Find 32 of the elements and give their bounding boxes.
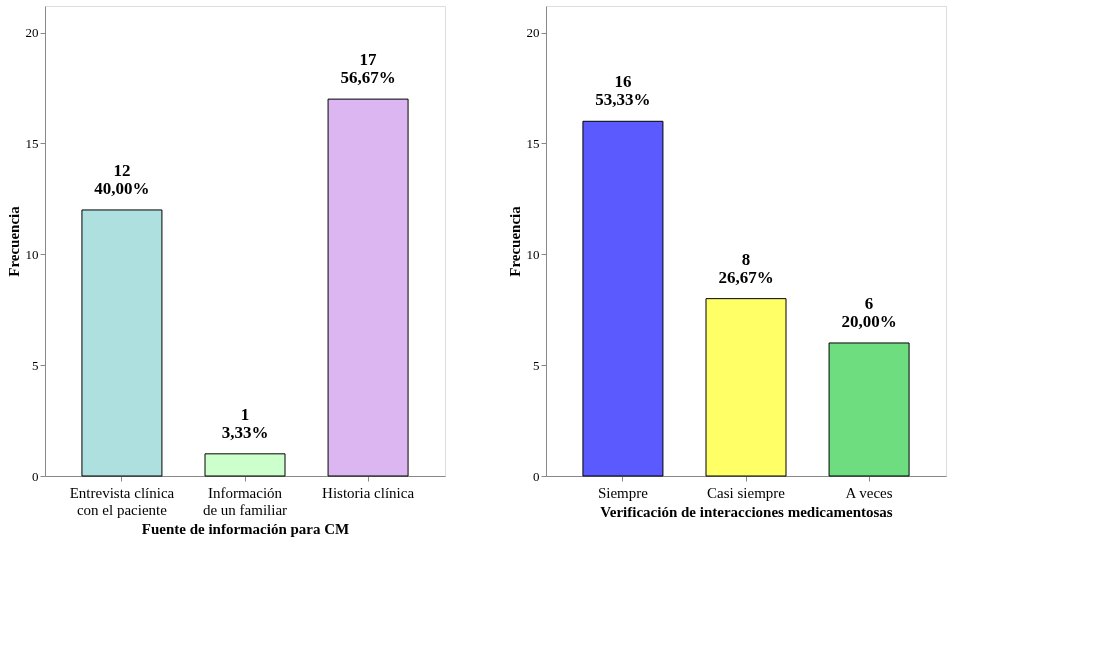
bar bbox=[828, 342, 910, 477]
data-label: 1 3,33% bbox=[221, 404, 269, 442]
x-tick-label: Casi siempre bbox=[707, 484, 786, 501]
x-axis-title: Fuente de información para CM bbox=[141, 520, 350, 537]
y-tick-label: 5 bbox=[533, 357, 540, 373]
y-axis-title: Frecuencia bbox=[5, 205, 22, 277]
bar bbox=[705, 298, 787, 477]
y-tick-label: 10 bbox=[25, 246, 39, 262]
data-label: 6 20,00% bbox=[841, 293, 897, 331]
y-axis-title: Frecuencia bbox=[506, 205, 523, 277]
bar bbox=[81, 209, 163, 477]
data-label: 12 40,00% bbox=[94, 160, 150, 198]
bar bbox=[582, 120, 664, 477]
y-tick-label: 10 bbox=[526, 246, 540, 262]
bar bbox=[204, 453, 286, 477]
x-tick-label: Información de un familiar bbox=[202, 484, 288, 518]
x-tick-label: Historia clínica bbox=[322, 484, 415, 501]
data-label: 16 53,33% bbox=[595, 72, 651, 110]
y-tick-label: 15 bbox=[25, 135, 39, 151]
y-tick-label: 15 bbox=[526, 135, 540, 151]
y-tick-label: 0 bbox=[533, 468, 540, 484]
y-tick-label: 20 bbox=[25, 25, 39, 41]
x-axis-title: Verificación de interacciones medicamentosas bbox=[600, 503, 893, 520]
y-tick-label: 20 bbox=[526, 25, 540, 41]
x-tick-label: Siempre bbox=[597, 484, 649, 501]
bar bbox=[327, 98, 409, 477]
y-tick-label: 5 bbox=[32, 357, 39, 373]
x-tick-label: A veces bbox=[845, 484, 893, 501]
data-label: 8 26,67% bbox=[718, 249, 774, 287]
data-label: 17 56,67% bbox=[340, 50, 396, 88]
x-tick-label: Entrevista clínica con el paciente bbox=[69, 484, 175, 518]
y-tick-label: 0 bbox=[32, 468, 39, 484]
